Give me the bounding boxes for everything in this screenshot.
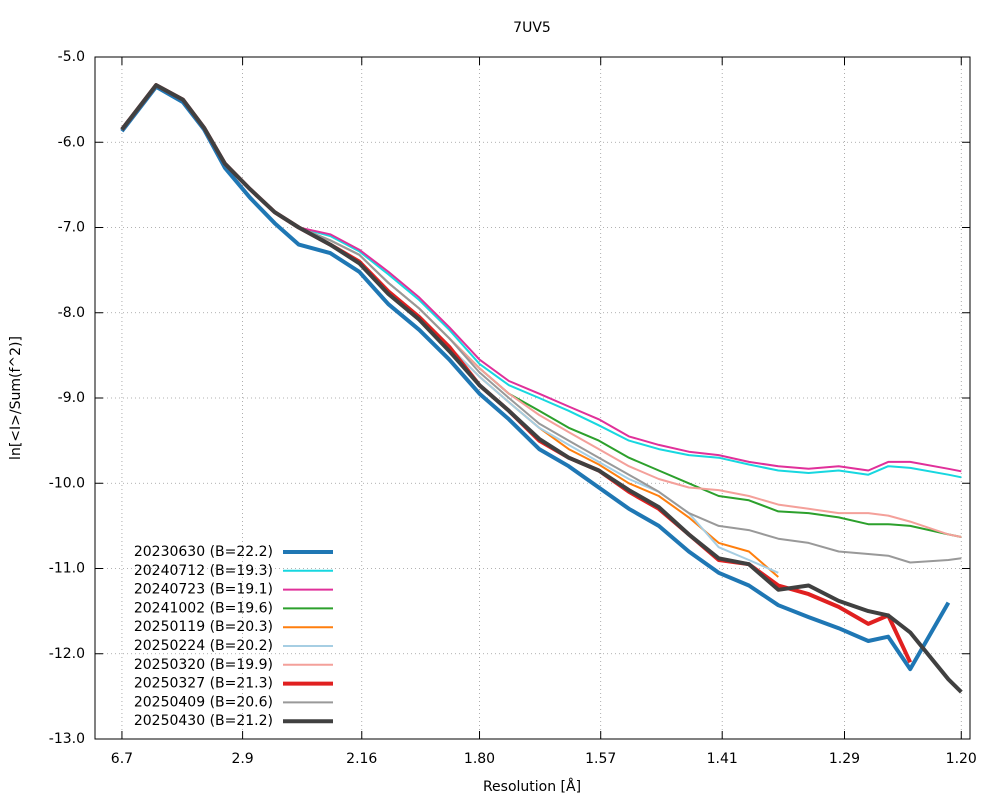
y-tick-label: -6.0	[58, 134, 85, 150]
chart-title: 7UV5	[513, 20, 551, 36]
y-tick-label: -5.0	[58, 49, 85, 65]
legend-label: 20250320 (B=19.9)	[134, 657, 273, 673]
series-line	[120, 84, 951, 672]
y-tick-label: -10.0	[49, 475, 85, 491]
x-tick-label: 6.7	[111, 751, 133, 767]
x-tick-label: 2.16	[346, 751, 377, 767]
x-tick-label: 1.20	[946, 751, 977, 767]
x-axis-label: Resolution [Å]	[483, 778, 581, 795]
legend-label: 20250430 (B=21.2)	[134, 713, 273, 729]
legend-label: 20250224 (B=20.2)	[134, 638, 273, 654]
y-tick-label: -13.0	[49, 731, 85, 747]
legend-label: 20250409 (B=20.6)	[134, 694, 273, 710]
y-tick-label: -7.0	[58, 220, 85, 236]
plot-frame	[94, 56, 971, 740]
x-tick-label: 2.9	[231, 751, 253, 767]
y-tick-label: -12.0	[49, 646, 85, 662]
x-tick-label: 1.80	[464, 751, 495, 767]
legend-label: 20250327 (B=21.3)	[134, 676, 273, 692]
legend-label: 20240712 (B=19.3)	[134, 563, 273, 579]
y-axis-label: ln[<I>/Sum(f^2)]	[8, 336, 24, 460]
x-tick-label: 1.29	[829, 751, 860, 767]
y-tick-label: -8.0	[58, 305, 85, 321]
series-line	[120, 83, 963, 694]
x-tick-label: 1.57	[585, 751, 616, 767]
legend-label: 20240723 (B=19.1)	[134, 582, 273, 598]
y-tick-label: -9.0	[58, 390, 85, 406]
x-tick-label: 1.41	[707, 751, 738, 767]
y-tick-label: -11.0	[49, 561, 85, 577]
legend-label: 20230630 (B=22.2)	[134, 544, 273, 560]
legend-label: 20241002 (B=19.6)	[134, 600, 273, 616]
legend-label: 20250119 (B=20.3)	[134, 619, 273, 635]
